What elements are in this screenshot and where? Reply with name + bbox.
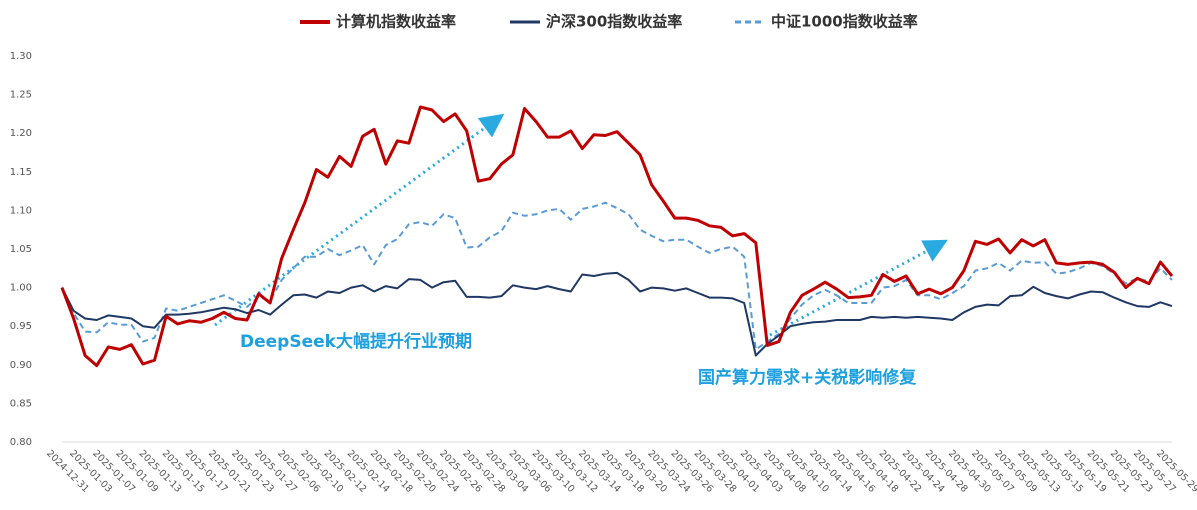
annotation: 国产算力需求+关税影响修复 — [698, 367, 917, 388]
y-tick-label: 0.95 — [10, 321, 32, 332]
y-tick-label: 1.30 — [10, 51, 32, 62]
arrow — [214, 113, 505, 327]
line-series — [61, 271, 1173, 357]
legend-label: 计算机指数收益率 — [336, 13, 456, 31]
arrow — [769, 239, 948, 337]
y-tick-label: 0.90 — [10, 360, 32, 371]
y-tick-label: 0.85 — [10, 398, 32, 409]
line-series — [61, 201, 1173, 351]
y-tick-label: 1.00 — [10, 283, 32, 294]
y-tick-label: 1.10 — [10, 205, 32, 216]
y-tick-label: 0.80 — [10, 437, 32, 448]
line-series — [60, 105, 1174, 368]
y-tick-label: 1.15 — [10, 167, 32, 178]
y-tick-label: 1.05 — [10, 244, 32, 255]
legend-label: 沪深300指数收益率 — [546, 13, 682, 31]
annotation: DeepSeek大幅提升行业预期 — [240, 331, 472, 352]
legend-label: 中证1000指数收益率 — [771, 13, 918, 31]
y-tick-label: 1.25 — [10, 90, 32, 101]
y-tick-label: 1.20 — [10, 128, 32, 139]
